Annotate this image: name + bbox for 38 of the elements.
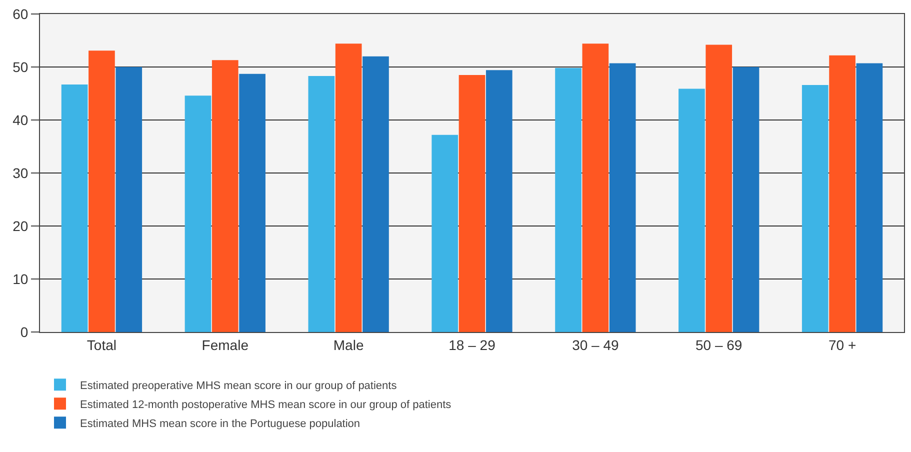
legend-label: Estimated MHS mean score in the Portuguese population	[80, 418, 360, 430]
bar	[239, 74, 266, 332]
x-tick-label: 50 – 69	[696, 336, 742, 353]
bar	[308, 76, 335, 332]
legend-label: Estimated 12-month postoperative MHS mean score in our group of patients	[80, 398, 452, 411]
bar	[609, 63, 636, 332]
y-tick-label: 30	[12, 164, 28, 181]
y-tick-label: 20	[12, 218, 28, 234]
bar	[706, 44, 732, 332]
x-tick-label: Total	[86, 336, 116, 353]
bar	[802, 85, 828, 332]
y-tick-label: 40	[12, 112, 28, 128]
bar	[61, 84, 88, 332]
bar	[432, 134, 458, 332]
x-tick-label: 70 +	[828, 336, 856, 353]
y-tick-label: 60	[12, 6, 28, 22]
bar	[335, 44, 362, 332]
bar	[362, 56, 389, 332]
bar	[582, 44, 609, 332]
x-tick-label: 30 – 49	[572, 336, 619, 353]
bar	[184, 96, 212, 332]
x-tick-label: Female	[202, 336, 249, 353]
y-tick-label: 0	[20, 324, 28, 340]
x-tick-label: 18 – 29	[448, 336, 496, 353]
bar	[555, 68, 582, 332]
bar	[732, 67, 760, 332]
bar	[212, 60, 238, 332]
bar	[829, 55, 856, 332]
legend-label: Estimated preoperative MHS mean score in our group of patients	[80, 380, 398, 392]
bar	[486, 70, 512, 332]
bar	[88, 50, 115, 332]
bar	[116, 67, 142, 332]
bar	[856, 63, 883, 332]
y-tick-label: 10	[12, 270, 28, 287]
x-tick-label: Male	[333, 336, 364, 353]
y-tick-label: 50	[12, 58, 28, 75]
bar	[458, 74, 486, 332]
bar	[678, 88, 705, 332]
